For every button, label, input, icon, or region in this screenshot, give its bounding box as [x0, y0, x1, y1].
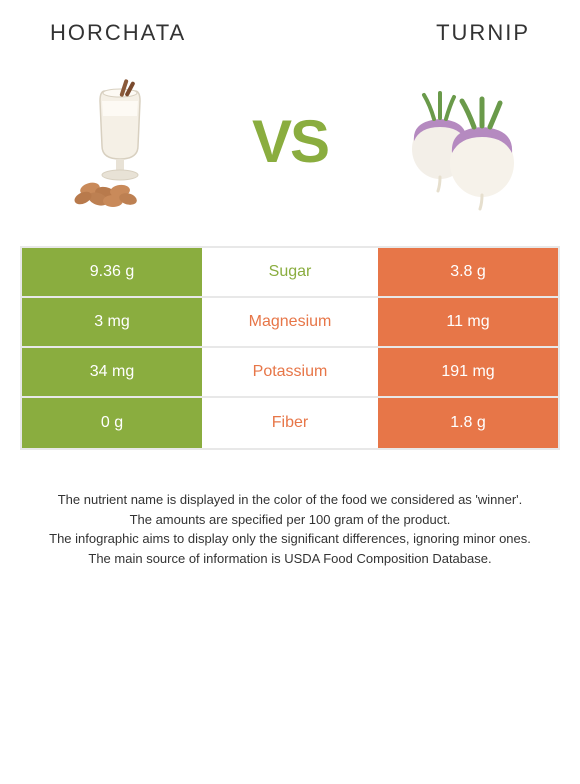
right-food-title: TURNIP: [436, 20, 530, 46]
table-row: 34 mgPotassium191 mg: [22, 348, 558, 398]
header-row: HORCHATA TURNIP: [0, 0, 580, 56]
left-value-cell: 3 mg: [22, 298, 202, 346]
table-row: 9.36 gSugar3.8 g: [22, 248, 558, 298]
right-value-cell: 191 mg: [378, 348, 558, 396]
nutrient-label-cell: Fiber: [202, 398, 378, 448]
table-row: 0 gFiber1.8 g: [22, 398, 558, 448]
vs-label: VS: [252, 107, 328, 176]
footnote-line: The amounts are specified per 100 gram o…: [30, 510, 550, 530]
nutrient-label-cell: Magnesium: [202, 298, 378, 346]
left-value-cell: 34 mg: [22, 348, 202, 396]
right-food-image: [390, 71, 530, 211]
footnote-line: The infographic aims to display only the…: [30, 529, 550, 549]
nutrient-label-cell: Sugar: [202, 248, 378, 296]
right-value-cell: 11 mg: [378, 298, 558, 346]
nutrient-table: 9.36 gSugar3.8 g3 mgMagnesium11 mg34 mgP…: [20, 246, 560, 450]
left-food-title: HORCHATA: [50, 20, 186, 46]
right-value-cell: 3.8 g: [378, 248, 558, 296]
nutrient-label-cell: Potassium: [202, 348, 378, 396]
left-food-image: [50, 71, 190, 211]
footnotes: The nutrient name is displayed in the co…: [30, 490, 550, 568]
turnip-icon: [390, 71, 530, 211]
left-value-cell: 9.36 g: [22, 248, 202, 296]
left-value-cell: 0 g: [22, 398, 202, 448]
footnote-line: The nutrient name is displayed in the co…: [30, 490, 550, 510]
horchata-icon: [50, 71, 190, 211]
table-row: 3 mgMagnesium11 mg: [22, 298, 558, 348]
footnote-line: The main source of information is USDA F…: [30, 549, 550, 569]
images-row: VS: [0, 56, 580, 236]
right-value-cell: 1.8 g: [378, 398, 558, 448]
